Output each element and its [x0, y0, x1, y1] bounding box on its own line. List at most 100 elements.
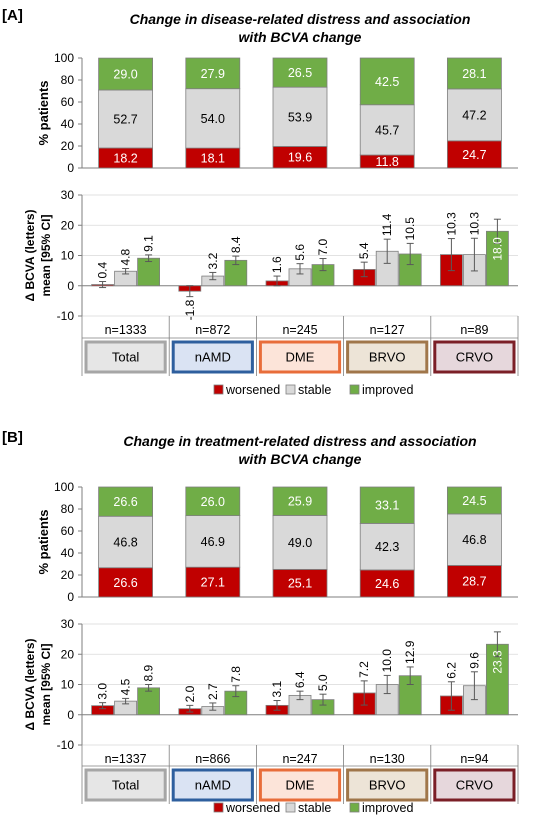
delta-bar-value-stable: 3.2	[206, 252, 220, 269]
stacked-y-tick-label: 40	[61, 546, 75, 560]
stacked-bar-value-worsened: 18.1	[201, 152, 225, 166]
delta-y-tick-label: 0	[67, 279, 74, 293]
delta-y-axis-title-line1: Δ BCVA (letters)	[23, 639, 37, 731]
stacked-y-tick-label: 0	[67, 161, 74, 175]
stacked-bar-improved	[98, 486, 153, 517]
sample-size-label: n=247	[282, 752, 317, 766]
category-box	[346, 340, 429, 374]
category-box	[84, 340, 167, 374]
stacked-bar-value-improved: 26.0	[201, 495, 225, 509]
stacked-y-tick-label: 80	[61, 73, 75, 87]
stacked-bar-value-stable: 46.8	[113, 536, 137, 550]
category-box	[346, 768, 429, 802]
delta-bar-improved	[137, 687, 161, 716]
delta-y-tick-label: -10	[57, 738, 75, 752]
stacked-y-tick-label: 100	[54, 480, 74, 494]
stacked-bar-improved	[359, 486, 415, 524]
delta-bar-value-worsened: -1.8	[183, 299, 197, 320]
delta-bar-value-improved: 5.0	[316, 674, 330, 691]
stacked-y-tick-label: 0	[67, 590, 74, 604]
stacked-bar-value-improved: 42.5	[375, 75, 399, 89]
delta-y-tick-label: 20	[61, 647, 75, 661]
stacked-y-tick-label: 60	[61, 524, 75, 538]
delta-bar-value-stable: 2.7	[206, 683, 220, 700]
category-box	[84, 768, 167, 802]
stacked-bar-worsened	[185, 566, 241, 598]
delta-bar-value-stable: 6.4	[293, 671, 307, 688]
sample-size-label: n=1337	[105, 752, 147, 766]
stacked-bar-improved	[446, 57, 502, 90]
stacked-bar-value-improved: 33.1	[375, 499, 399, 513]
delta-bar-improved	[137, 257, 161, 287]
delta-bar-value-improved: 7.0	[316, 239, 330, 256]
stacked-bar-stable	[98, 515, 153, 569]
delta-bar-value-worsened: 2.0	[183, 685, 197, 702]
delta-y-axis-title-line1: Δ BCVA (letters)	[23, 210, 37, 302]
delta-bar-value-worsened: 3.0	[96, 683, 110, 700]
category-box-label: Total	[112, 778, 140, 793]
stacked-bar-value-stable: 52.7	[113, 112, 137, 126]
legend-swatch-worsened	[213, 802, 224, 813]
stacked-y-tick-label: 20	[61, 568, 75, 582]
panel-a-title-line2: with BCVA change	[239, 29, 362, 45]
delta-y-axis-title-line2: mean [95% CI]	[39, 643, 53, 725]
delta-y-tick-label: 30	[61, 617, 75, 631]
stacked-bar-value-worsened: 19.6	[288, 151, 312, 165]
delta-bar-value-stable: 10.3	[467, 212, 481, 236]
sample-size-label: n=1333	[105, 323, 147, 337]
legend-label-stable: stable	[298, 801, 331, 815]
category-box-label: BRVO	[369, 350, 406, 365]
delta-bar-value-stable: 4.8	[119, 248, 133, 265]
delta-y-axis-title-line2: mean [95% CI]	[39, 214, 53, 296]
stacked-bar-value-stable: 46.9	[201, 535, 225, 549]
stacked-bar-value-worsened: 11.8	[375, 155, 398, 169]
category-box	[171, 768, 254, 802]
stacked-bar-value-improved: 26.5	[288, 66, 312, 80]
delta-bar-value-worsened: 1.6	[270, 256, 284, 273]
stacked-y-tick-label: 20	[61, 139, 75, 153]
delta-bar-value-improved: 18.0	[490, 237, 504, 261]
panel-label-a: [A]	[2, 7, 23, 24]
category-box-label: nAMD	[195, 778, 231, 793]
legend-swatch-improved	[349, 384, 360, 395]
stacked-bar-value-worsened: 27.1	[201, 576, 225, 590]
legend-swatch-worsened	[213, 384, 224, 395]
delta-bar-value-improved: 7.8	[229, 666, 243, 683]
delta-y-tick-label: -10	[57, 309, 75, 323]
delta-bar-value-worsened: 7.2	[357, 661, 371, 678]
stacked-bar-stable	[272, 515, 328, 570]
sample-size-label: n=89	[460, 323, 488, 337]
stacked-bar-value-improved: 28.1	[462, 67, 486, 81]
category-box-label: DME	[286, 778, 315, 793]
category-box-label: CRVO	[456, 350, 493, 365]
stacked-bar-value-worsened: 26.6	[113, 576, 137, 590]
delta-bar-value-stable: 5.6	[293, 244, 307, 261]
delta-y-tick-label: 0	[67, 708, 74, 722]
delta-bar-value-improved: 8.9	[142, 664, 156, 681]
legend-label-worsened: worsened	[225, 801, 280, 815]
delta-bar-value-stable: 9.6	[467, 652, 481, 669]
legend-swatch-stable	[285, 802, 296, 813]
stacked-bar-improved	[98, 57, 153, 91]
category-box-label: CRVO	[456, 778, 493, 793]
category-box-label: Total	[112, 350, 140, 365]
category-box-label: DME	[286, 350, 315, 365]
panel-label-b: [B]	[2, 429, 23, 446]
stacked-bar-value-stable: 54.0	[201, 112, 225, 126]
category-box-label: nAMD	[195, 350, 231, 365]
category-box	[171, 340, 254, 374]
stacked-bar-improved	[272, 57, 328, 88]
legend-label-worsened: worsened	[225, 383, 280, 397]
stacked-bar-value-improved: 27.9	[201, 67, 225, 81]
stacked-bar-value-improved: 25.9	[288, 495, 312, 509]
legend-swatch-improved	[349, 802, 360, 813]
category-box	[258, 768, 342, 802]
panel-a-title-line1: Change in disease-related distress and a…	[130, 11, 471, 27]
stacked-bar-worsened	[272, 568, 328, 598]
stacked-bar-stable	[359, 523, 415, 571]
delta-bar-value-stable: 11.4	[380, 213, 394, 236]
sample-size-label: n=866	[195, 752, 230, 766]
legend-label-stable: stable	[298, 383, 331, 397]
legend-label-improved: improved	[362, 801, 413, 815]
